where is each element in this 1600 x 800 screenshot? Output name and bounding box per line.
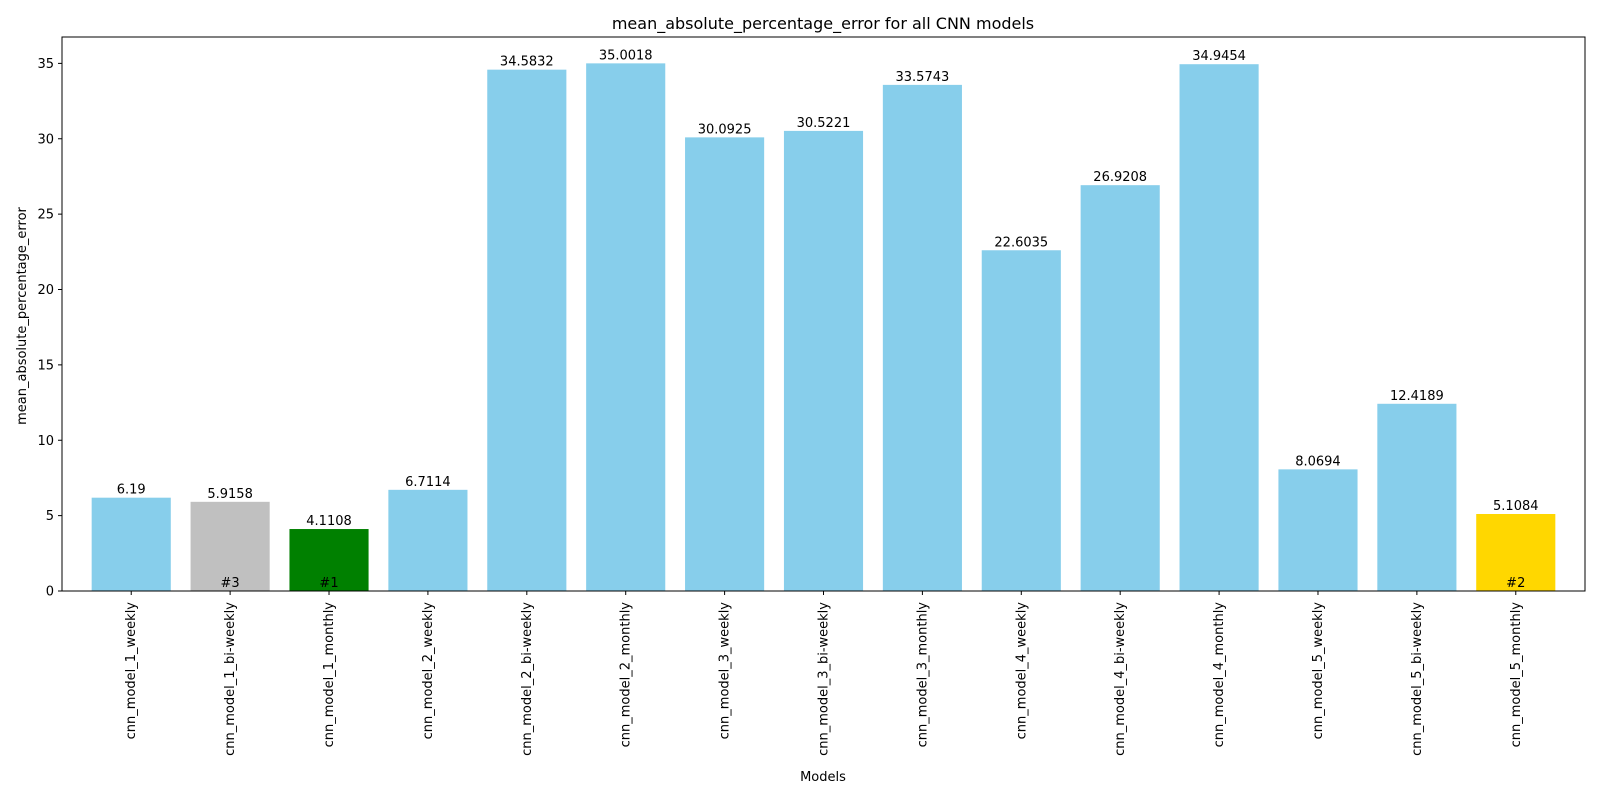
x-tick-label-cnn_model_4_monthly: cnn_model_4_monthly (1212, 602, 1227, 748)
data-label-cnn_model_5_monthly: 5.1084 (1493, 499, 1539, 514)
x-tick-label-cnn_model_4_bi-weekly: cnn_model_4_bi-weekly (1113, 602, 1128, 756)
x-tick-label-cnn_model_2_monthly: cnn_model_2_monthly (619, 602, 634, 748)
x-tick-label-cnn_model_2_weekly: cnn_model_2_weekly (421, 602, 436, 740)
x-tick-label-cnn_model_1_monthly: cnn_model_1_monthly (322, 602, 337, 748)
bar-cnn_model_4_bi-weekly (1080, 185, 1160, 591)
bar-cnn_model_3_monthly (882, 84, 962, 591)
rank-label-cnn_model_1_monthly: #1 (319, 576, 338, 591)
data-label-cnn_model_5_weekly: 8.0694 (1295, 454, 1341, 469)
x-tick-label-cnn_model_5_monthly: cnn_model_5_monthly (1509, 602, 1524, 748)
y-tick-label-35: 35 (37, 57, 54, 72)
data-label-cnn_model_3_weekly: 30.0925 (698, 122, 752, 137)
x-tick-label-cnn_model_5_weekly: cnn_model_5_weekly (1311, 602, 1326, 740)
data-label-cnn_model_3_bi-weekly: 30.5221 (797, 116, 851, 131)
data-label-cnn_model_4_weekly: 22.6035 (994, 235, 1048, 250)
data-labels-layer: 6.19 5.9158 #3 4.1108 #1 6.7114 34.5832 35.0018… (117, 48, 1539, 591)
bar-cnn_model_4_monthly (1179, 64, 1259, 591)
bar-cnn_model_3_bi-weekly (783, 130, 864, 592)
x-tick-label-cnn_model_1_weekly: cnn_model_1_weekly (124, 602, 139, 740)
bar-cnn_model_3_weekly (685, 137, 765, 591)
x-axis: cnn_model_1_weekly cnn_model_1_bi-weekly c… (124, 591, 1524, 756)
data-label-cnn_model_2_monthly: 35.0018 (599, 48, 653, 63)
bar-cnn_model_2_weekly (388, 489, 468, 591)
x-axis-label: Models (800, 770, 846, 785)
y-tick-label-10: 10 (37, 434, 54, 449)
x-tick-label-cnn_model_3_weekly: cnn_model_3_weekly (718, 602, 733, 740)
x-tick-label-cnn_model_2_bi-weekly: cnn_model_2_bi-weekly (520, 602, 535, 756)
x-tick-label-cnn_model_3_bi-weekly: cnn_model_3_bi-weekly (817, 602, 832, 756)
y-tick-label-30: 30 (37, 132, 54, 147)
bar-cnn_model_1_bi-weekly (190, 501, 270, 591)
chart-title: mean_absolute_percentage_error for all C… (612, 14, 1034, 34)
bars-layer (91, 63, 1556, 592)
y-tick-label-20: 20 (37, 283, 54, 298)
data-label-cnn_model_3_monthly: 33.5743 (896, 70, 950, 85)
bar-cnn_model_5_bi-weekly (1377, 403, 1457, 591)
y-tick-label-5: 5 (46, 509, 54, 524)
y-axis: 0 5 10 15 20 25 30 35 (37, 57, 62, 600)
data-label-cnn_model_4_monthly: 34.9454 (1192, 49, 1246, 64)
x-tick-label-cnn_model_1_bi-weekly: cnn_model_1_bi-weekly (223, 602, 238, 756)
data-label-cnn_model_4_bi-weekly: 26.9208 (1093, 170, 1147, 185)
bar-cnn_model_1_weekly (91, 497, 171, 591)
y-axis-label: mean_absolute_percentage_error (15, 206, 30, 424)
data-label-cnn_model_1_monthly: 4.1108 (306, 514, 352, 529)
x-tick-label-cnn_model_4_weekly: cnn_model_4_weekly (1014, 602, 1029, 740)
data-label-cnn_model_1_bi-weekly: 5.9158 (207, 487, 253, 502)
plot-frame (61, 36, 1586, 592)
y-tick-label-15: 15 (37, 358, 54, 373)
bar-cnn_model_5_weekly (1278, 469, 1358, 591)
bar-cnn_model_5_monthly (1476, 513, 1556, 591)
bar-cnn_model_2_bi-weekly (487, 69, 567, 592)
y-tick-label-0: 0 (46, 585, 54, 600)
x-tick-label-cnn_model_5_bi-weekly: cnn_model_5_bi-weekly (1410, 602, 1425, 756)
data-label-cnn_model_1_weekly: 6.19 (117, 483, 146, 498)
bar-cnn_model_2_monthly (586, 63, 666, 591)
bar-cnn_model_1_monthly (289, 529, 369, 591)
rank-label-cnn_model_1_bi-weekly: #3 (221, 576, 240, 591)
x-tick-label-cnn_model_3_monthly: cnn_model_3_monthly (915, 602, 930, 748)
data-label-cnn_model_2_bi-weekly: 34.5832 (500, 55, 554, 70)
data-label-cnn_model_2_weekly: 6.7114 (405, 475, 451, 490)
y-tick-label-25: 25 (37, 208, 54, 223)
rank-label-cnn_model_5_monthly: #2 (1506, 576, 1525, 591)
bar-cnn_model_4_weekly (981, 250, 1061, 591)
data-label-cnn_model_5_bi-weekly: 12.4189 (1390, 389, 1444, 404)
